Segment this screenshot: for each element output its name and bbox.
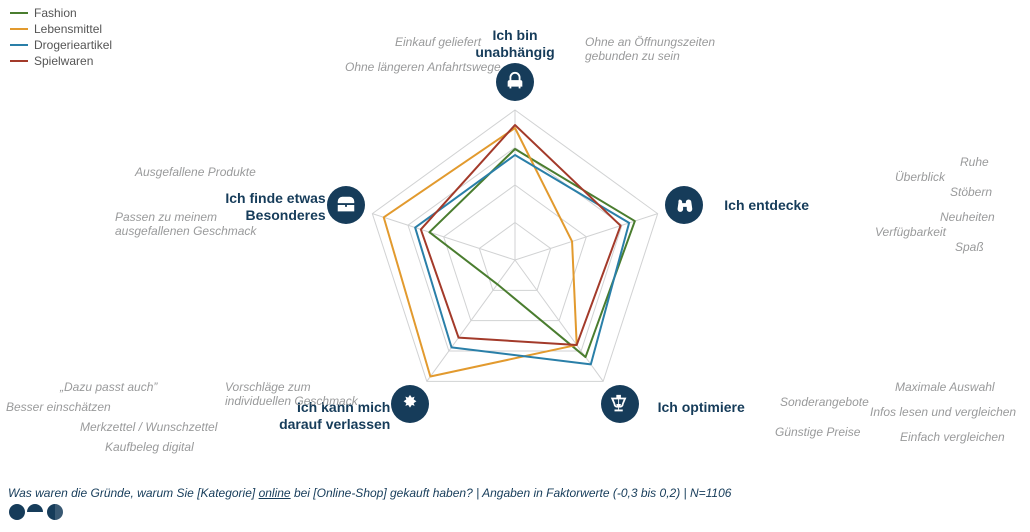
sidelabel: Ohne längeren Anfahrtswege	[345, 60, 501, 74]
series-fashion	[429, 149, 634, 357]
armchair-icon	[496, 63, 534, 101]
sidelabel: „Dazu passt auch”	[60, 380, 157, 394]
sidelabel: Kaufbeleg digital	[105, 440, 194, 454]
sidelabel: Verfügbarkeit	[875, 225, 946, 239]
sidelabel: Günstige Preise	[775, 425, 860, 439]
axis-title-entdecke: Ich entdecke	[724, 197, 884, 214]
sidelabel: Merkzettel / Wunschzettel	[80, 420, 217, 434]
footer-question-prefix: Was waren die Gründe, warum Sie [Kategor…	[8, 486, 259, 500]
radar-chart: Ich binunabhängigIch entdeckeIch optimie…	[0, 0, 1030, 500]
sidelabel: Ohne an Öffnungszeitengebunden zu sein	[585, 35, 715, 64]
sidelabel: Besser einschätzen	[6, 400, 111, 414]
footer-caption: Was waren die Gründe, warum Sie [Kategor…	[8, 486, 731, 500]
sidelabel: Einkauf geliefert	[395, 35, 481, 49]
sidelabel: Stöbern	[950, 185, 992, 199]
sidelabel: Vorschläge zumindividuellen Geschmack	[225, 380, 358, 409]
sidelabel: Sonderangebote	[780, 395, 869, 409]
sidelabel: Einfach vergleichen	[900, 430, 1005, 444]
scales-icon	[601, 385, 639, 423]
sidelabel: Passen zu meinemausgefallenen Geschmack	[115, 210, 256, 239]
footer-meta: Angaben in Faktorwerte (-0,3 bis 0,2) | …	[482, 486, 731, 500]
sidelabel: Spaß	[955, 240, 984, 254]
series-drogerieartikel	[415, 155, 629, 364]
chest-icon	[327, 186, 365, 224]
sidelabel: Ausgefallene Produkte	[135, 165, 256, 179]
sidelabel: Maximale Auswahl	[895, 380, 995, 394]
sidelabel: Ruhe	[960, 155, 989, 169]
footer-underlined: online	[259, 486, 291, 500]
sidelabel: Überblick	[895, 170, 945, 184]
brand-logo	[8, 503, 64, 526]
sidelabel: Neuheiten	[940, 210, 995, 224]
binoculars-icon	[665, 186, 703, 224]
sidelabel: Infos lesen und vergleichen	[870, 405, 1016, 419]
footer-question-suffix: bei [Online-Shop] gekauft haben?	[291, 486, 476, 500]
